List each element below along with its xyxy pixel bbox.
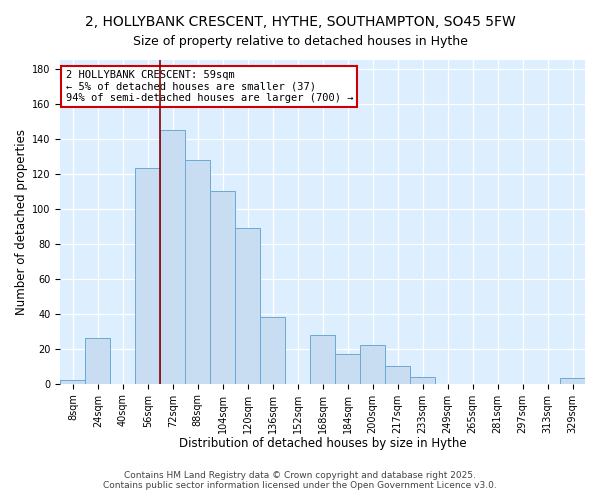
X-axis label: Distribution of detached houses by size in Hythe: Distribution of detached houses by size …: [179, 437, 467, 450]
Bar: [335, 354, 360, 384]
Bar: [136, 168, 160, 384]
Bar: [310, 334, 335, 384]
Bar: [61, 380, 85, 384]
Text: Contains HM Land Registry data © Crown copyright and database right 2025.
Contai: Contains HM Land Registry data © Crown c…: [103, 470, 497, 490]
Y-axis label: Number of detached properties: Number of detached properties: [15, 129, 28, 315]
Bar: [160, 130, 185, 384]
Bar: [360, 345, 385, 384]
Text: 2, HOLLYBANK CRESCENT, HYTHE, SOUTHAMPTON, SO45 5FW: 2, HOLLYBANK CRESCENT, HYTHE, SOUTHAMPTO…: [85, 15, 515, 29]
Text: Size of property relative to detached houses in Hythe: Size of property relative to detached ho…: [133, 35, 467, 48]
Bar: [235, 228, 260, 384]
Bar: [410, 376, 435, 384]
Bar: [185, 160, 210, 384]
Bar: [260, 317, 285, 384]
Bar: [385, 366, 410, 384]
Bar: [85, 338, 110, 384]
Bar: [210, 191, 235, 384]
Text: 2 HOLLYBANK CRESCENT: 59sqm
← 5% of detached houses are smaller (37)
94% of semi: 2 HOLLYBANK CRESCENT: 59sqm ← 5% of deta…: [65, 70, 353, 103]
Bar: [560, 378, 585, 384]
